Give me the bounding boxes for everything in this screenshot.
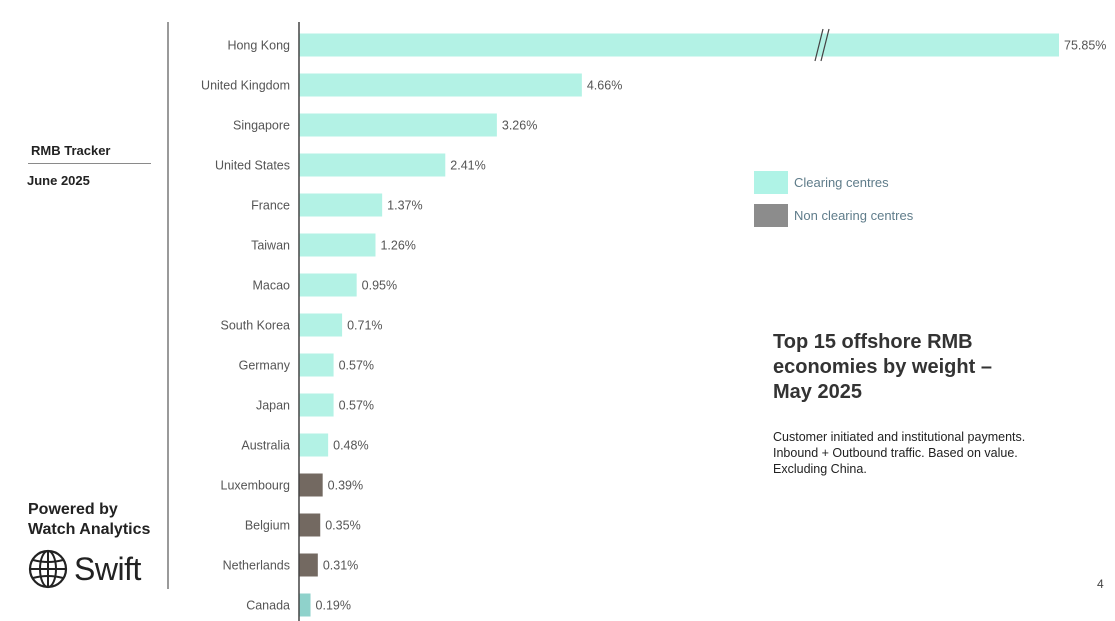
bar-luxembourg (299, 473, 323, 497)
bar-japan (299, 393, 334, 417)
powered-by: Powered by Watch Analytics (28, 500, 150, 540)
bar-belgium (299, 513, 321, 537)
bar-netherlands (299, 553, 318, 577)
value-label-japan: 0.57% (339, 399, 374, 413)
value-label-france: 1.37% (387, 199, 422, 213)
category-label-taiwan: Taiwan (251, 239, 290, 253)
bar-united-states (299, 153, 446, 177)
value-label-singapore: 3.26% (502, 119, 537, 133)
bar-macao (299, 273, 357, 297)
tracker-date: June 2025 (27, 173, 90, 188)
bar-france (299, 193, 383, 217)
value-label-united-states: 2.41% (450, 159, 485, 173)
value-label-united-kingdom: 4.66% (587, 79, 622, 93)
chart-headline: Top 15 offshore RMB economies by weight … (773, 331, 992, 403)
axis-break-mark-2 (820, 28, 830, 62)
legend-swatch-clearing (754, 170, 788, 194)
bar-united-kingdom (299, 73, 582, 97)
bar-germany (299, 353, 334, 377)
sidebar-divider (167, 22, 169, 589)
chart-subtext: Customer initiated and institutional pay… (773, 430, 1026, 476)
value-label-south-korea: 0.71% (347, 319, 382, 333)
legend-item-non-clearing: Non clearing centres (754, 203, 913, 227)
sidebar-rule (28, 163, 151, 164)
category-label-luxembourg: Luxembourg (221, 479, 291, 493)
value-label-canada: 0.19% (316, 599, 351, 613)
category-label-netherlands: Netherlands (223, 559, 290, 573)
bar-australia (299, 433, 329, 457)
legend-item-clearing: Clearing centres (754, 170, 913, 194)
swift-logo: Swift (28, 549, 141, 589)
category-label-france: France (251, 199, 290, 213)
legend-label-clearing: Clearing centres (794, 174, 889, 190)
value-label-belgium: 0.35% (325, 519, 360, 533)
legend-swatch-non-clearing (754, 203, 788, 227)
value-label-taiwan: 1.26% (380, 239, 415, 253)
bar-singapore (299, 113, 497, 137)
value-label-luxembourg: 0.39% (328, 479, 363, 493)
category-label-hong-kong: Hong Kong (227, 39, 290, 53)
legend-label-non-clearing: Non clearing centres (794, 207, 914, 223)
axis-break-mark-1 (814, 28, 824, 62)
value-label-australia: 0.48% (333, 439, 368, 453)
category-label-belgium: Belgium (245, 519, 290, 533)
tracker-title: RMB Tracker (31, 143, 111, 158)
bar-taiwan (299, 233, 376, 257)
value-label-hong-kong: 75.85% (1064, 39, 1106, 53)
page-number: 4 (1097, 577, 1104, 591)
bar-south-korea (299, 313, 343, 337)
category-label-macao: Macao (252, 279, 290, 293)
value-label-netherlands: 0.31% (323, 559, 358, 573)
bar-hong-kong (299, 33, 1059, 57)
category-label-germany: Germany (239, 359, 291, 373)
chart-legend: Clearing centres Non clearing centres (754, 170, 913, 236)
category-label-canada: Canada (246, 599, 290, 613)
globe-icon (28, 549, 68, 589)
category-label-singapore: Singapore (233, 119, 290, 133)
category-label-japan: Japan (256, 399, 290, 413)
category-label-united-states: United States (215, 159, 290, 173)
value-label-germany: 0.57% (339, 359, 374, 373)
category-label-south-korea: South Korea (221, 319, 291, 333)
value-label-macao: 0.95% (362, 279, 397, 293)
powered-line-2: Watch Analytics (28, 521, 151, 538)
category-label-australia: Australia (241, 439, 290, 453)
category-label-united-kingdom: United Kingdom (201, 79, 290, 93)
swift-logo-text: Swift (74, 551, 141, 587)
bar-canada (299, 593, 311, 617)
powered-line-1: Powered by (28, 501, 118, 518)
